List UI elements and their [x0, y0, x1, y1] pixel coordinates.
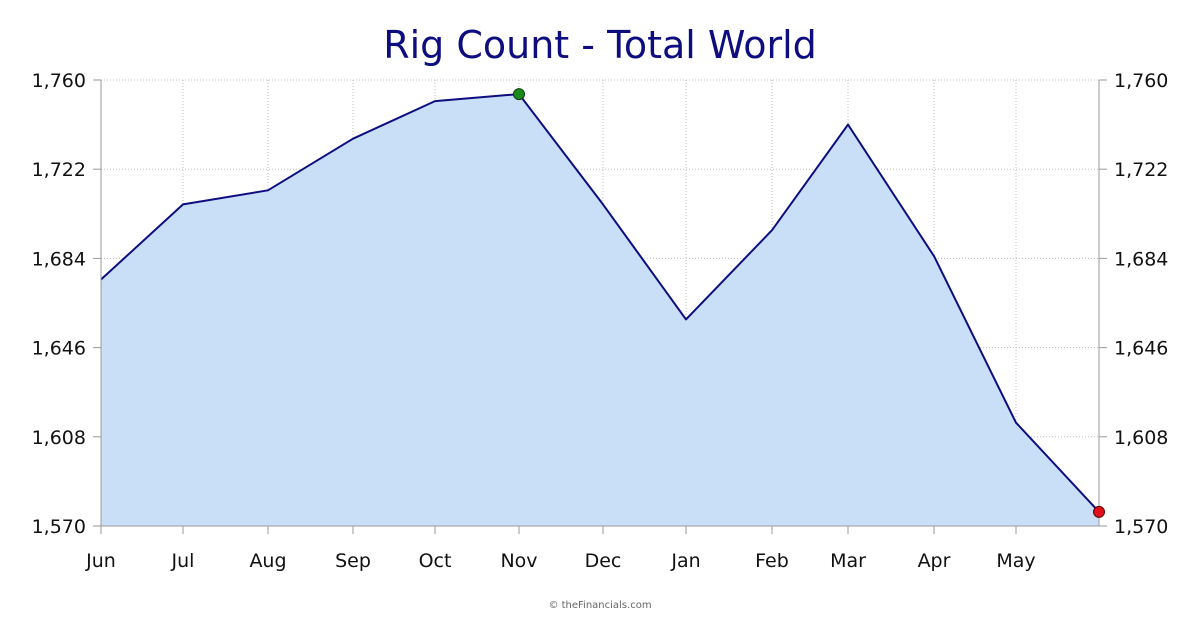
x-tick-label: Mar	[830, 550, 866, 572]
x-tick-label: Feb	[755, 550, 789, 572]
y-tick-label-left: 1,760	[32, 70, 86, 92]
y-tick-label-left: 1,722	[32, 159, 86, 181]
credit-text: © theFinancials.com	[548, 600, 651, 611]
markers	[513, 88, 1105, 518]
x-tick-label: Jul	[171, 550, 195, 572]
x-tick-label: Jun	[85, 550, 116, 572]
y-tick-label-right: 1,608	[1114, 427, 1168, 449]
axes	[93, 79, 1107, 534]
low-point-marker	[1093, 505, 1105, 518]
x-tick-label: Sep	[335, 550, 371, 572]
y-axis-left-labels: 1,570 1,608 1,646 1,684 1,722 1,760	[32, 70, 86, 538]
x-tick-label: May	[996, 550, 1035, 572]
x-axis-labels: Jun Jul Aug Sep Oct Nov Dec Jan Feb Mar Apr May	[85, 550, 1035, 572]
y-tick-label-left: 1,684	[32, 248, 86, 270]
x-tick-label: Dec	[585, 550, 622, 572]
high-point-marker	[513, 88, 525, 101]
y-tick-label-right: 1,684	[1114, 248, 1168, 270]
x-tick-label: Nov	[500, 550, 537, 572]
x-tick-label: Jan	[670, 550, 700, 572]
x-tick-label: Aug	[249, 550, 286, 572]
area-series	[100, 93, 1100, 526]
area-fill	[101, 94, 1099, 526]
y-tick-label-left: 1,570	[32, 516, 86, 538]
y-tick-label-right: 1,646	[1114, 338, 1168, 360]
y-tick-label-right: 1,570	[1114, 516, 1168, 538]
y-tick-label-left: 1,608	[32, 427, 86, 449]
y-axis-right-labels: 1,570 1,608 1,646 1,684 1,722 1,760	[1114, 70, 1168, 538]
y-tick-label-right: 1,722	[1114, 159, 1168, 181]
y-tick-label-right: 1,760	[1114, 70, 1168, 92]
series-line	[100, 93, 1100, 513]
x-tick-label: Apr	[918, 550, 951, 572]
x-tick-label: Oct	[419, 550, 452, 572]
chart-title: Rig Count - Total World	[383, 23, 817, 67]
y-tick-label-left: 1,646	[32, 338, 86, 360]
